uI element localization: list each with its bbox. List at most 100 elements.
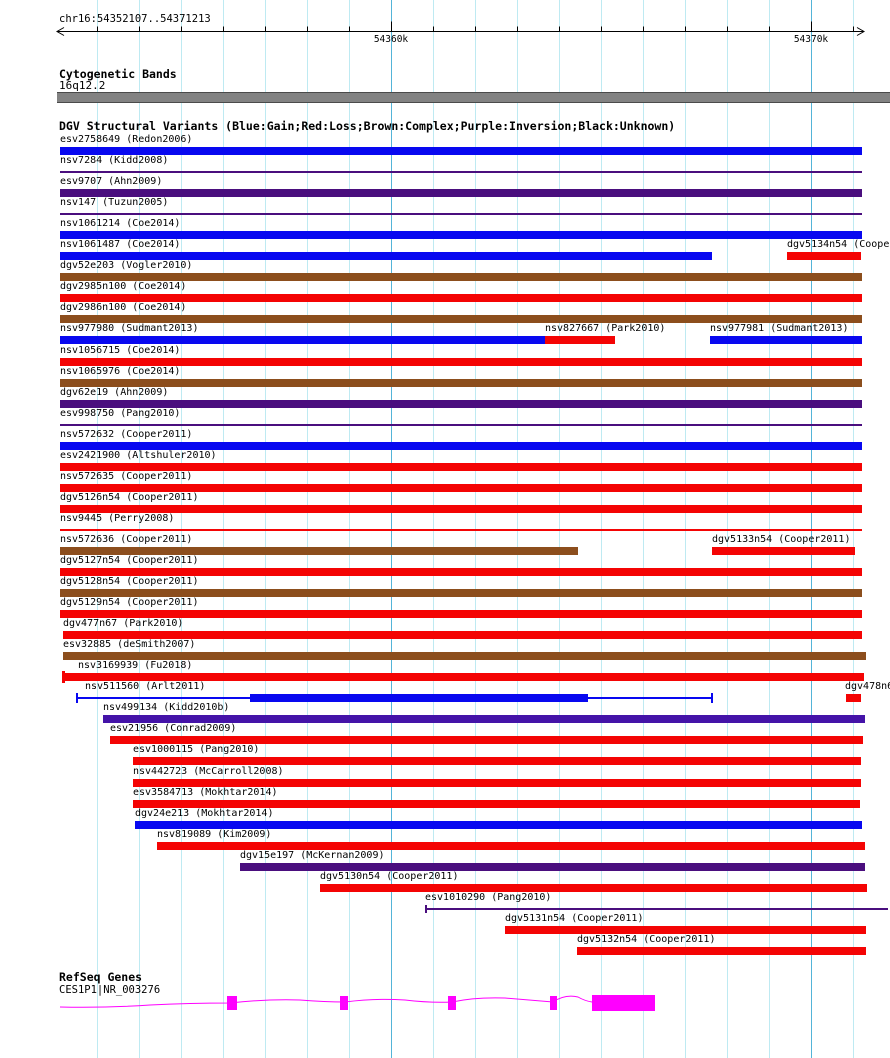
variant-bar[interactable] [133, 757, 861, 765]
variant-label[interactable]: esv2421900 (Altshuler2010) [60, 450, 217, 461]
variant-bar[interactable] [60, 463, 862, 471]
ruler-tick-label: 54370k [793, 34, 829, 45]
variant-bar[interactable] [60, 189, 862, 197]
variant-label[interactable]: esv32885 (deSmith2007) [63, 639, 196, 650]
refseq-header: RefSeq Genes [59, 970, 143, 984]
variant-label[interactable]: nsv511560 (Arlt2011) [85, 681, 206, 692]
variant-label[interactable]: dgv5132n54 (Cooper2011) [577, 934, 716, 945]
variant-line[interactable] [425, 908, 888, 910]
variant-label[interactable]: nsv572632 (Cooper2011) [60, 429, 193, 440]
variant-bar[interactable] [710, 336, 862, 344]
variant-bar[interactable] [60, 379, 862, 387]
variant-bar[interactable] [712, 547, 855, 555]
variant-bar[interactable] [60, 294, 862, 302]
variant-bar[interactable] [60, 505, 862, 513]
variant-label[interactable]: esv21956 (Conrad2009) [110, 723, 237, 734]
cytobands-header: Cytogenetic Bands [59, 67, 177, 81]
variant-line[interactable] [60, 424, 862, 426]
variant-label[interactable]: dgv477n67 (Park2010) [63, 618, 184, 629]
variant-label[interactable]: esv3584713 (Mokhtar2014) [133, 787, 278, 798]
variant-label[interactable]: dgv5127n54 (Cooper2011) [60, 555, 199, 566]
variant-label[interactable]: nsv572636 (Cooper2011) [60, 534, 193, 545]
variant-bar[interactable] [60, 442, 862, 450]
variant-bar[interactable] [545, 336, 615, 344]
variant-label[interactable]: nsv9445 (Perry2008) [60, 513, 175, 524]
gene-exon[interactable] [340, 996, 348, 1010]
variant-line[interactable] [60, 171, 862, 173]
variant-label[interactable]: nsv977980 (Sudmant2013) [60, 323, 199, 334]
variant-bar[interactable] [110, 736, 863, 744]
variant-bar[interactable] [577, 947, 866, 955]
variant-label[interactable]: nsv442723 (McCarroll2008) [133, 766, 284, 777]
variant-label[interactable]: dgv24e213 (Mokhtar2014) [135, 808, 274, 819]
variant-bar[interactable] [240, 863, 865, 871]
variant-bar[interactable] [60, 273, 862, 281]
variant-label[interactable]: dgv5130n54 (Cooper2011) [320, 871, 459, 882]
variant-bar[interactable] [60, 315, 862, 323]
variant-label[interactable]: esv998750 (Pang2010) [60, 408, 181, 419]
gene-model[interactable] [0, 988, 890, 1016]
variant-label[interactable]: nsv1061487 (Coe2014) [60, 239, 181, 250]
variant-bar[interactable] [60, 231, 862, 239]
variant-label[interactable]: nsv499134 (Kidd2010b) [103, 702, 230, 713]
variant-label[interactable]: nsv1065976 (Coe2014) [60, 366, 181, 377]
variant-bar[interactable] [846, 694, 861, 702]
variant-label[interactable]: dgv5129n54 (Cooper2011) [60, 597, 199, 608]
variant-label[interactable]: dgv5128n54 (Cooper2011) [60, 576, 199, 587]
variant-bar[interactable] [505, 926, 866, 934]
gene-exon[interactable] [227, 996, 237, 1010]
variant-bar[interactable] [133, 800, 860, 808]
variant-label[interactable]: dgv15e197 (McKernan2009) [240, 850, 385, 861]
variant-label[interactable]: dgv62e19 (Ahn2009) [60, 387, 169, 398]
variant-label[interactable]: dgv5131n54 (Cooper2011) [505, 913, 644, 924]
variant-bar[interactable] [62, 673, 864, 681]
variant-label[interactable]: nsv7284 (Kidd2008) [60, 155, 169, 166]
variant-label[interactable]: nsv1056715 (Coe2014) [60, 345, 181, 356]
variant-bar[interactable] [60, 589, 862, 597]
variant-bar[interactable] [60, 252, 712, 260]
variant-bar[interactable] [60, 610, 862, 618]
variant-label[interactable]: nsv3169939 (Fu2018) [78, 660, 193, 671]
variant-bar[interactable] [60, 484, 862, 492]
variant-label[interactable]: nsv977981 (Sudmant2013) [710, 323, 849, 334]
variant-label[interactable]: nsv147 (Tuzun2005) [60, 197, 169, 208]
variant-label[interactable]: nsv572635 (Cooper2011) [60, 471, 193, 482]
variant-bar[interactable] [60, 147, 862, 155]
variant-bar[interactable] [250, 694, 588, 702]
variant-bar[interactable] [133, 779, 861, 787]
variant-bar[interactable] [60, 547, 578, 555]
variant-label[interactable]: dgv2986n100 (Coe2014) [60, 302, 187, 313]
variant-bar[interactable] [157, 842, 865, 850]
variant-label[interactable]: dgv5126n54 (Cooper2011) [60, 492, 199, 503]
variant-label[interactable]: esv1000115 (Pang2010) [133, 744, 260, 755]
variant-bar[interactable] [320, 884, 867, 892]
variant-label[interactable]: esv9707 (Ahn2009) [60, 176, 163, 187]
variant-bar[interactable] [787, 252, 861, 260]
variant-bar[interactable] [63, 631, 862, 639]
variant-label[interactable]: dgv5134n54 (Coope [787, 239, 890, 250]
gene-exon[interactable] [550, 996, 557, 1010]
gene-exon[interactable] [448, 996, 456, 1010]
ruler [55, 21, 866, 36]
variant-line[interactable] [60, 213, 862, 215]
variant-label[interactable]: esv1010290 (Pang2010) [425, 892, 552, 903]
variant-bar[interactable] [103, 715, 865, 723]
gene-exon[interactable] [592, 995, 655, 1011]
variant-bar[interactable] [63, 652, 866, 660]
variant-label[interactable]: dgv478n6 [845, 681, 890, 692]
dgv-header: DGV Structural Variants (Blue:Gain;Red:L… [59, 119, 676, 133]
variant-bar[interactable] [60, 358, 862, 366]
variant-bar[interactable] [60, 400, 862, 408]
variant-label[interactable]: nsv819089 (Kim2009) [157, 829, 272, 840]
variant-bar[interactable] [60, 336, 545, 344]
variant-label[interactable]: dgv5133n54 (Cooper2011) [712, 534, 851, 545]
variant-label[interactable]: nsv1061214 (Coe2014) [60, 218, 181, 229]
variant-label[interactable]: nsv827667 (Park2010) [545, 323, 666, 334]
variant-bar[interactable] [60, 568, 862, 576]
variant-line[interactable] [60, 529, 862, 531]
cytoband-bar [57, 92, 890, 103]
variant-bar[interactable] [135, 821, 862, 829]
variant-label[interactable]: dgv2985n100 (Coe2014) [60, 281, 187, 292]
variant-label[interactable]: esv2758649 (Redon2006) [60, 134, 193, 145]
variant-label[interactable]: dgv52e203 (Vogler2010) [60, 260, 193, 271]
